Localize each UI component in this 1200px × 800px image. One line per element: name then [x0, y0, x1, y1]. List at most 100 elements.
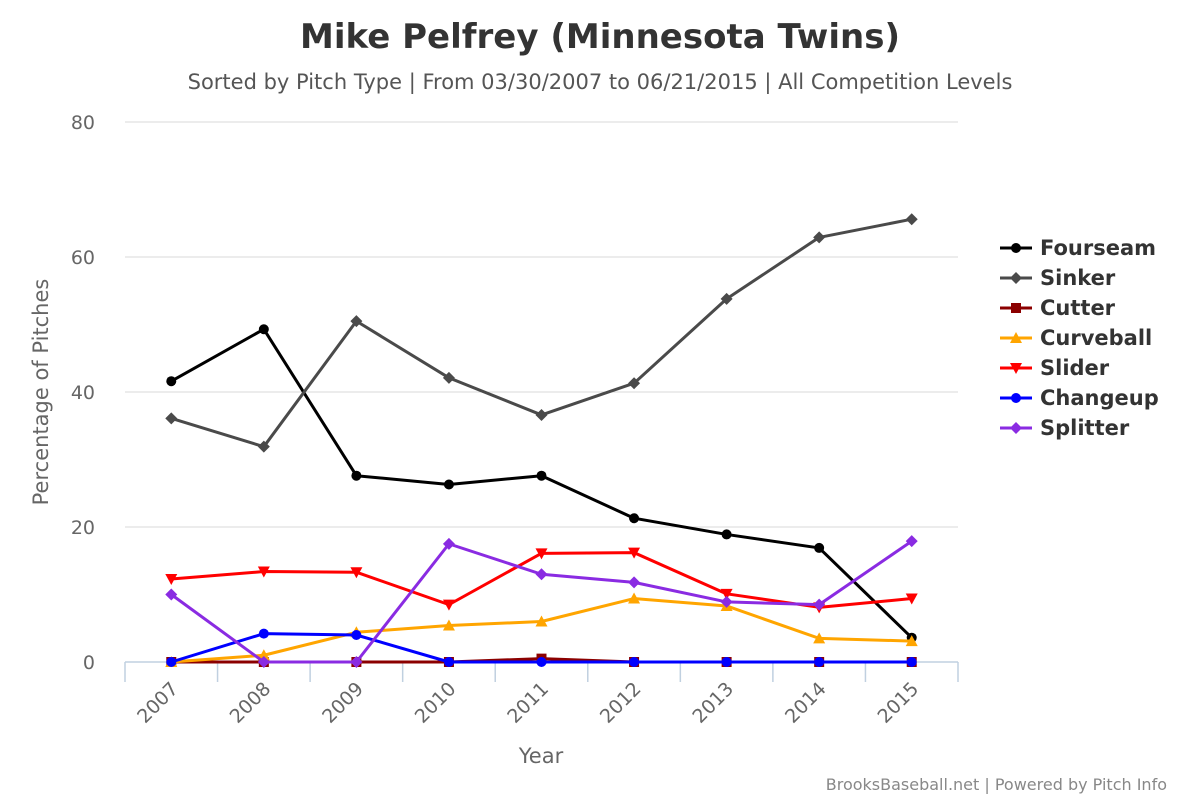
x-tick-label: 2012	[596, 678, 646, 728]
legend-item-splitter[interactable]: Splitter	[1000, 416, 1130, 440]
data-point-changeup	[629, 657, 640, 667]
legend-label: Slider	[1040, 356, 1110, 380]
series-line-curveball	[171, 597, 912, 664]
series-lines	[165, 213, 918, 668]
credit-text: BrooksBaseball.net | Powered by Pitch In…	[826, 775, 1167, 794]
chart-subtitle: Sorted by Pitch Type | From 03/30/2007 t…	[188, 70, 1013, 95]
data-point-fourseam	[814, 542, 825, 553]
data-point-slider	[165, 573, 178, 585]
data-point-changeup	[351, 630, 362, 640]
series-fourseam	[166, 324, 917, 643]
x-axis: 2007 2008 2009 2010 2011 2012 2013 2014 2015	[124, 661, 959, 728]
data-point-slider	[257, 566, 270, 578]
data-point-fourseam	[536, 470, 547, 481]
x-axis-title: Year	[518, 744, 564, 768]
data-point-fourseam	[258, 324, 269, 335]
data-point-sinker	[257, 440, 270, 453]
data-point-sinker	[442, 371, 455, 384]
legend: Fourseam Sinker Cutter Curveball Slider Chang…	[1000, 236, 1159, 440]
legend-item-slider[interactable]: Slider	[1000, 356, 1110, 380]
data-point-splitter	[535, 568, 548, 581]
data-point-sinker	[905, 213, 918, 226]
x-tick-label: 2015	[874, 678, 924, 728]
legend-marker	[1011, 243, 1021, 253]
data-point-changeup	[814, 657, 825, 667]
data-point-changeup	[443, 657, 454, 667]
x-tick-label: 2013	[688, 678, 738, 728]
data-point-fourseam	[166, 376, 177, 387]
data-point-changeup	[258, 628, 269, 639]
legend-item-cutter[interactable]: Cutter	[1000, 296, 1116, 320]
y-tick-label: 0	[83, 652, 95, 674]
legend-item-fourseam[interactable]: Fourseam	[1000, 236, 1156, 260]
legend-label: Fourseam	[1040, 236, 1156, 260]
legend-label: Cutter	[1040, 296, 1116, 320]
y-tick-label: 60	[71, 247, 95, 269]
chart-title: Mike Pelfrey (Minnesota Twins)	[300, 17, 900, 57]
data-point-curveball	[442, 619, 455, 631]
x-tick-label: 2009	[318, 678, 368, 728]
series-splitter	[165, 535, 918, 668]
data-point-slider	[535, 548, 548, 560]
legend-marker	[1010, 332, 1022, 343]
legend-marker	[1010, 363, 1022, 374]
gridlines	[125, 121, 958, 528]
data-point-sinker	[535, 408, 548, 421]
legend-label: Changeup	[1040, 386, 1159, 410]
data-point-sinker	[350, 315, 363, 328]
data-point-splitter	[442, 537, 455, 550]
legend-label: Splitter	[1040, 416, 1130, 440]
series-sinker	[165, 213, 918, 453]
data-point-slider	[350, 567, 363, 579]
legend-label: Sinker	[1040, 266, 1116, 290]
data-point-curveball	[813, 632, 826, 644]
data-point-sinker	[813, 231, 826, 244]
data-point-splitter	[720, 595, 733, 608]
data-point-slider	[442, 599, 455, 611]
data-point-splitter	[350, 656, 363, 668]
data-point-slider	[628, 547, 641, 559]
y-axis-ticks: 0 20 40 60 80	[71, 112, 95, 674]
data-point-fourseam	[629, 513, 640, 524]
data-point-sinker	[720, 292, 733, 305]
data-point-slider	[905, 593, 918, 605]
legend-label: Curveball	[1040, 326, 1152, 350]
data-point-curveball	[905, 635, 918, 647]
y-tick-label: 20	[71, 517, 95, 539]
data-point-sinker	[628, 377, 641, 390]
y-tick-label: 80	[71, 112, 95, 134]
y-tick-label: 40	[71, 382, 95, 404]
x-tick-label: 2008	[226, 678, 276, 728]
legend-marker	[1010, 422, 1022, 434]
data-point-curveball	[257, 649, 270, 661]
data-point-curveball	[535, 615, 548, 627]
legend-marker	[1010, 272, 1022, 284]
legend-marker	[1011, 303, 1021, 313]
data-point-splitter	[257, 656, 270, 668]
legend-item-curveball[interactable]: Curveball	[1000, 326, 1152, 350]
x-tick-label: 2011	[503, 678, 553, 728]
data-point-curveball	[628, 592, 641, 604]
legend-marker	[1011, 393, 1021, 403]
legend-item-sinker[interactable]: Sinker	[1000, 266, 1116, 290]
series-line-fourseam	[170, 327, 913, 639]
y-axis-title: Percentage of Pitches	[29, 279, 53, 506]
x-tick-label: 2014	[781, 678, 831, 728]
data-point-fourseam	[721, 529, 732, 540]
data-point-splitter	[813, 598, 826, 611]
x-tick-label: 2007	[133, 678, 183, 728]
legend-item-changeup[interactable]: Changeup	[1000, 386, 1159, 410]
data-point-changeup	[536, 657, 547, 667]
x-tick-label: 2010	[411, 678, 461, 728]
data-point-splitter	[165, 588, 178, 601]
data-point-changeup	[721, 657, 732, 667]
data-point-slider	[720, 588, 733, 600]
data-point-splitter	[905, 535, 918, 548]
data-point-changeup	[166, 657, 177, 667]
data-point-splitter	[628, 576, 641, 589]
data-point-sinker	[165, 412, 178, 425]
series-changeup	[166, 628, 917, 667]
data-point-fourseam	[351, 470, 362, 481]
data-point-fourseam	[443, 479, 454, 490]
